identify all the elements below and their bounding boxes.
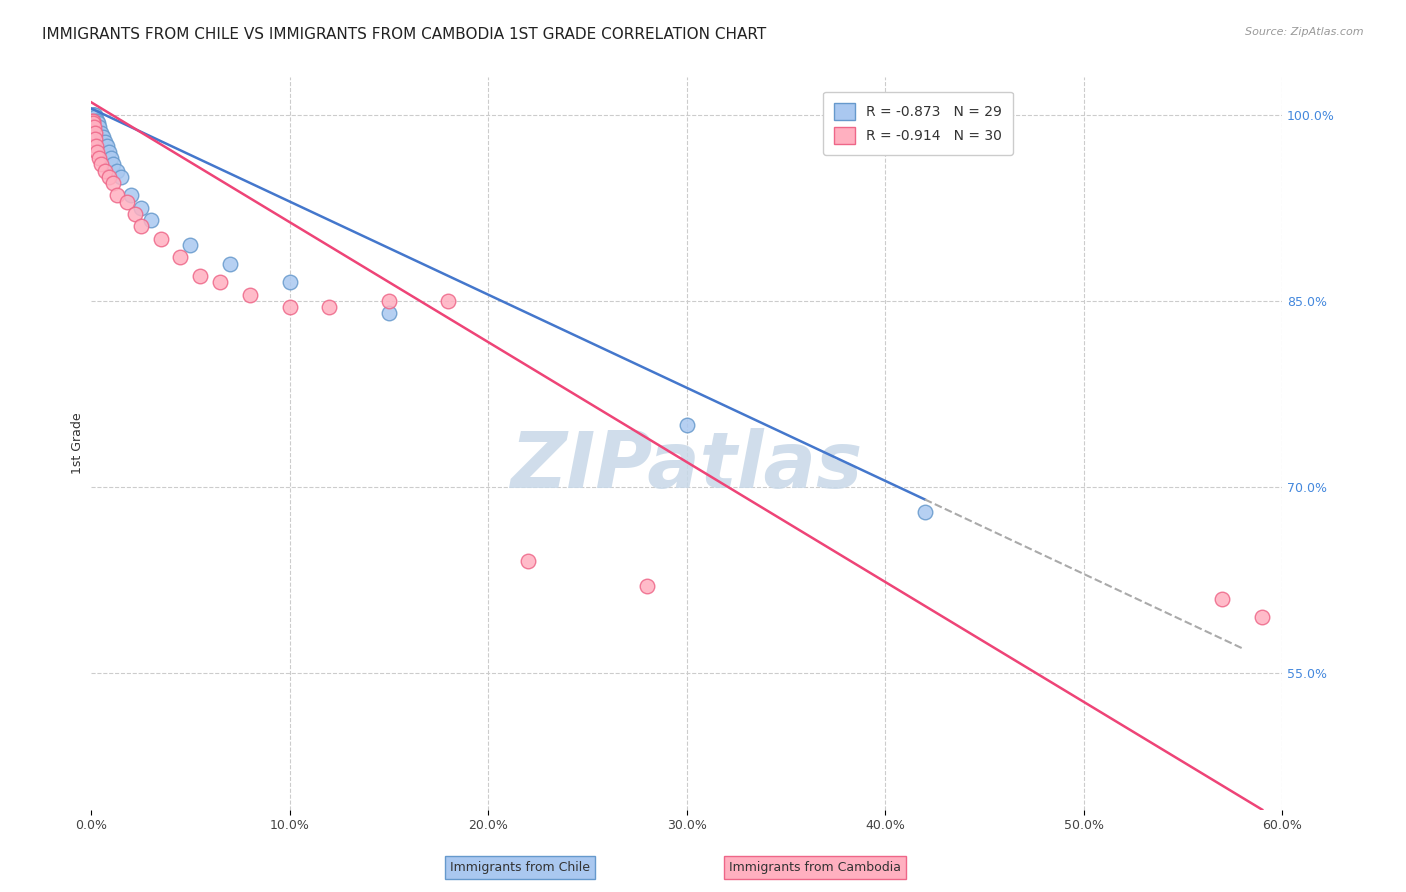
- Point: [149, 232, 172, 246]
- Point: [105, 163, 128, 178]
- Point: [82, 114, 104, 128]
- Point: [278, 300, 301, 314]
- Point: [89, 151, 111, 165]
- Point: [84, 114, 107, 128]
- Point: [516, 554, 538, 568]
- Point: [86, 114, 108, 128]
- Point: [378, 306, 401, 320]
- Point: [90, 126, 112, 140]
- Point: [179, 238, 201, 252]
- Point: [82, 108, 104, 122]
- Legend: R = -0.873   N = 29, R = -0.914   N = 30: R = -0.873 N = 29, R = -0.914 N = 30: [823, 92, 1014, 155]
- Point: [169, 251, 191, 265]
- Point: [82, 114, 104, 128]
- Point: [101, 176, 124, 190]
- Point: [82, 108, 104, 122]
- Point: [675, 417, 697, 432]
- Text: ZIPatlas: ZIPatlas: [510, 427, 863, 503]
- Point: [139, 213, 162, 227]
- Point: [91, 130, 114, 145]
- Point: [636, 579, 658, 593]
- Text: Immigrants from Chile: Immigrants from Chile: [450, 861, 591, 874]
- Point: [100, 151, 122, 165]
- Point: [115, 194, 138, 209]
- Point: [94, 163, 117, 178]
- Point: [105, 188, 128, 202]
- Point: [94, 135, 117, 149]
- Point: [914, 505, 936, 519]
- Text: Source: ZipAtlas.com: Source: ZipAtlas.com: [1246, 27, 1364, 37]
- Point: [83, 108, 105, 122]
- Point: [129, 201, 152, 215]
- Point: [278, 275, 301, 289]
- Point: [98, 169, 121, 184]
- Point: [90, 157, 112, 171]
- Point: [98, 145, 121, 159]
- Point: [82, 108, 104, 122]
- Point: [83, 108, 105, 122]
- Point: [84, 132, 107, 146]
- Point: [120, 188, 142, 202]
- Point: [239, 287, 262, 301]
- Point: [87, 116, 110, 130]
- Point: [188, 268, 211, 283]
- Point: [84, 110, 107, 124]
- Point: [110, 169, 132, 184]
- Point: [219, 257, 242, 271]
- Point: [84, 138, 107, 153]
- Point: [86, 145, 108, 159]
- Point: [96, 138, 118, 153]
- Point: [1251, 610, 1274, 624]
- Point: [83, 120, 105, 134]
- Point: [101, 157, 124, 171]
- Point: [124, 207, 146, 221]
- Point: [437, 293, 460, 308]
- Y-axis label: 1st Grade: 1st Grade: [72, 413, 84, 475]
- Point: [318, 300, 340, 314]
- Point: [82, 116, 104, 130]
- Point: [1211, 591, 1233, 606]
- Point: [83, 126, 105, 140]
- Text: Immigrants from Cambodia: Immigrants from Cambodia: [730, 861, 901, 874]
- Point: [83, 108, 105, 122]
- Point: [378, 293, 401, 308]
- Point: [129, 219, 152, 234]
- Text: IMMIGRANTS FROM CHILE VS IMMIGRANTS FROM CAMBODIA 1ST GRADE CORRELATION CHART: IMMIGRANTS FROM CHILE VS IMMIGRANTS FROM…: [42, 27, 766, 42]
- Point: [209, 275, 232, 289]
- Point: [89, 120, 111, 134]
